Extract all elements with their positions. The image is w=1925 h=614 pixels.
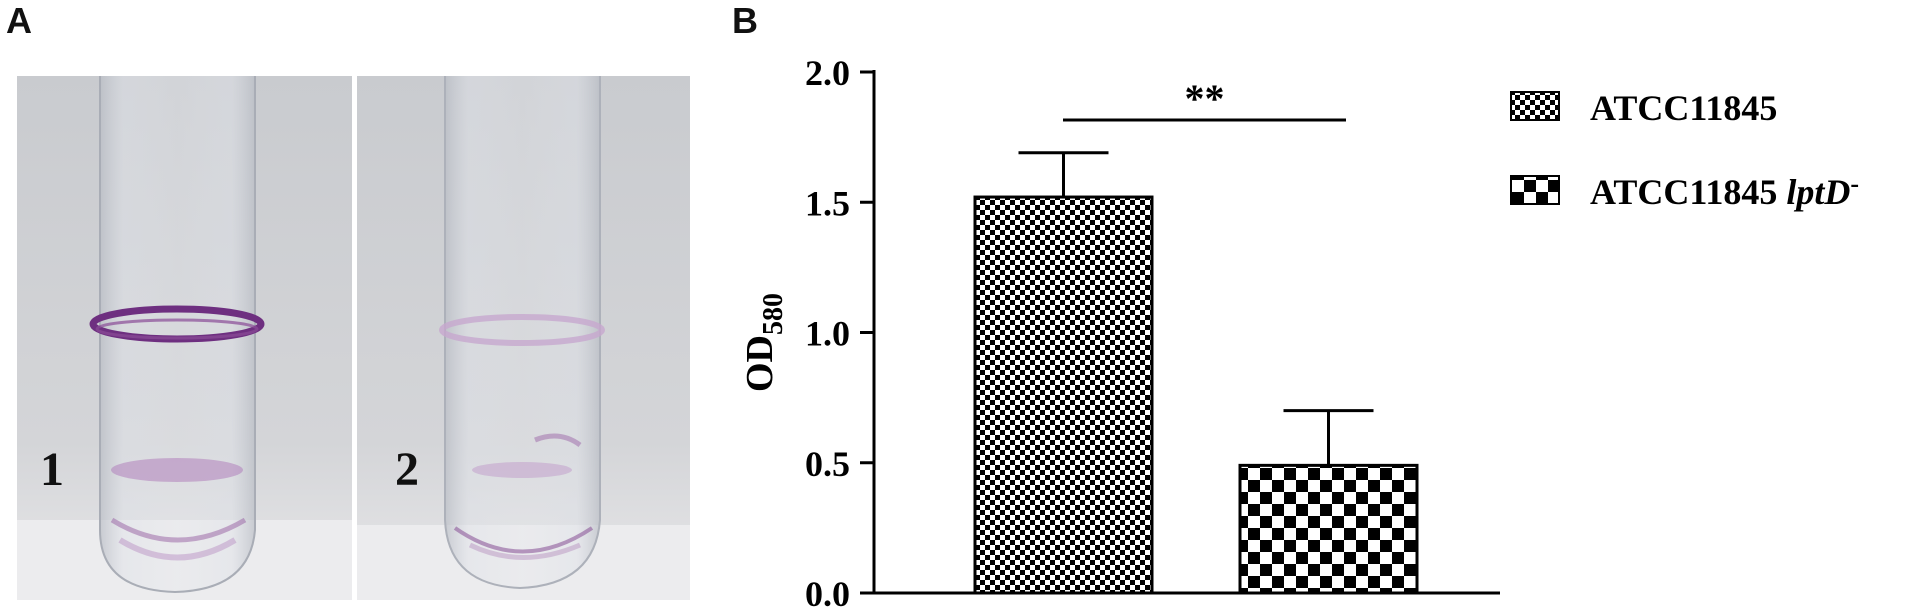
legend-label-1-superscript: -	[1850, 169, 1859, 198]
legend-label-1: ATCC11845 lptD-	[1590, 169, 1859, 212]
panel-label-a: A	[6, 0, 32, 41]
legend-swatch-0	[1510, 91, 1560, 121]
tube-2-label: 2	[395, 443, 419, 496]
significance-stars: **	[1185, 76, 1225, 121]
legend-label-1-text: ATCC11845	[1590, 172, 1786, 212]
y-tick-label: 1.5	[805, 183, 850, 223]
tube-1-photo: 1	[17, 76, 352, 600]
legend: ATCC11845 ATCC11845 lptD-	[1510, 88, 1859, 212]
y-tick-label: 2.0	[805, 53, 850, 93]
y-tick-label: 0.0	[805, 574, 850, 614]
bar-1	[1238, 463, 1419, 595]
tube-photo: 1 2	[17, 76, 690, 600]
legend-label-1-italic: lptD	[1786, 172, 1850, 212]
y-tick-label: 0.5	[805, 444, 850, 484]
y-axis-label-main: OD	[739, 335, 781, 392]
significance-annotation: **	[1063, 76, 1346, 122]
legend-label-0: ATCC11845	[1590, 88, 1777, 128]
legend-swatch-1	[1510, 175, 1560, 205]
y-axis-label-subscript: 580	[758, 293, 789, 335]
y-axis-label: OD580	[739, 293, 789, 392]
bar-0	[973, 195, 1154, 595]
legend-label-0-text: ATCC11845	[1590, 88, 1777, 128]
panel-label-b: B	[732, 0, 758, 41]
y-tick-label: 1.0	[805, 314, 850, 354]
tube-1-label: 1	[40, 443, 64, 496]
tube-2-photo: 2	[357, 76, 690, 600]
